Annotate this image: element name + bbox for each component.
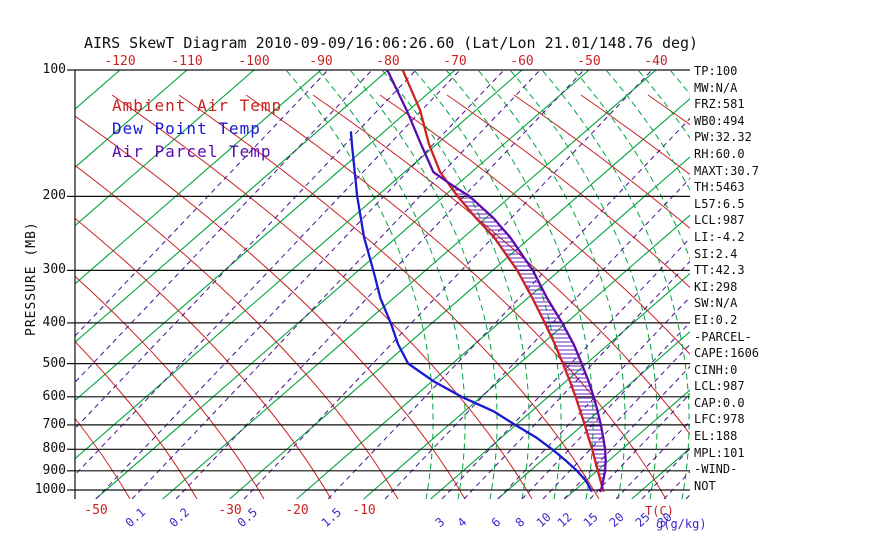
top-axis-tick: -120 bbox=[104, 54, 136, 69]
legend-ambient-air-temp: Ambient Air Temp bbox=[112, 96, 283, 115]
side-stats-panel: TP:100 MW:N/A FRZ:581 WB0:494 PW:32.32 R… bbox=[694, 63, 759, 494]
top-axis-tick: -100 bbox=[238, 54, 270, 69]
mixing-unit-label: g(g/kg) bbox=[656, 517, 707, 531]
side-stat: LCL:987 bbox=[694, 379, 745, 394]
side-stat: MPL:101 bbox=[694, 445, 745, 460]
top-axis-tick: -40 bbox=[644, 54, 668, 69]
legend-air-parcel-temp: Air Parcel Temp bbox=[112, 142, 272, 161]
side-stat: MAXT:30.7 bbox=[694, 163, 760, 178]
side-stat: LI:-4.2 bbox=[694, 229, 745, 244]
side-stat: -WIND- bbox=[694, 462, 738, 477]
isotherm-grid bbox=[75, 70, 690, 499]
side-stat: TH:5463 bbox=[694, 180, 745, 195]
pressure-tick: 1000 bbox=[34, 482, 66, 497]
side-stat: EL:188 bbox=[694, 429, 738, 444]
top-axis-tick: -60 bbox=[510, 54, 534, 69]
side-stat: CINH:0 bbox=[694, 362, 738, 377]
side-stat: EI:0.2 bbox=[694, 312, 738, 327]
side-stat: LCL:987 bbox=[694, 213, 745, 228]
pressure-tick: 100 bbox=[42, 62, 66, 77]
legend-dew-point-temp: Dew Point Temp bbox=[112, 119, 261, 138]
chart-title: AIRS SkewT Diagram 2010-09-09/16:06:26.6… bbox=[84, 34, 699, 52]
side-stat: CAPE:1606 bbox=[694, 346, 760, 361]
side-stat: CAP:0.0 bbox=[694, 395, 745, 410]
bottom-temp-tick: -10 bbox=[352, 503, 376, 518]
top-axis-tick: -50 bbox=[577, 54, 601, 69]
bottom-temp-tick: -20 bbox=[285, 503, 309, 518]
side-stat: RH:60.0 bbox=[694, 146, 745, 161]
dry-adiabat-grid bbox=[75, 94, 690, 499]
temp-unit-label: T(C) bbox=[645, 504, 674, 518]
side-stat: PW:32.32 bbox=[694, 130, 752, 145]
moist-adiabat-grid bbox=[285, 70, 690, 499]
top-axis-tick: -70 bbox=[443, 54, 467, 69]
top-axis-tick: -110 bbox=[171, 54, 203, 69]
pressure-tick: 300 bbox=[42, 262, 66, 277]
side-stat: KI:298 bbox=[694, 279, 738, 294]
side-stat: FRZ:581 bbox=[694, 97, 745, 112]
top-axis-tick: -80 bbox=[376, 54, 400, 69]
pressure-tick: 400 bbox=[42, 315, 66, 330]
pressure-tick: 700 bbox=[42, 417, 66, 432]
pressure-tick: 200 bbox=[42, 188, 66, 203]
side-stat: NOT bbox=[694, 478, 716, 493]
pressure-lines bbox=[67, 69, 690, 491]
top-axis-tick: -90 bbox=[309, 54, 333, 69]
sounding-curves bbox=[349, 70, 607, 493]
side-stat: LFC:978 bbox=[694, 412, 745, 427]
side-stat: SW:N/A bbox=[694, 296, 738, 311]
pressure-tick: 500 bbox=[42, 356, 66, 371]
side-stat: TP:100 bbox=[694, 64, 738, 78]
side-stat: TT:42.3 bbox=[694, 263, 745, 278]
side-stat: WB0:494 bbox=[694, 113, 745, 128]
bottom-temp-tick: -30 bbox=[218, 503, 242, 518]
pressure-tick: 600 bbox=[42, 389, 66, 404]
side-stat: -PARCEL- bbox=[694, 329, 752, 344]
pressure-tick: 900 bbox=[42, 463, 66, 478]
side-stat: SI:2.4 bbox=[694, 246, 738, 261]
side-stat: L57:6.5 bbox=[694, 196, 745, 211]
bottom-temp-tick: -50 bbox=[84, 503, 108, 518]
side-stat: MW:N/A bbox=[694, 80, 738, 95]
pressure-tick: 800 bbox=[42, 441, 66, 456]
